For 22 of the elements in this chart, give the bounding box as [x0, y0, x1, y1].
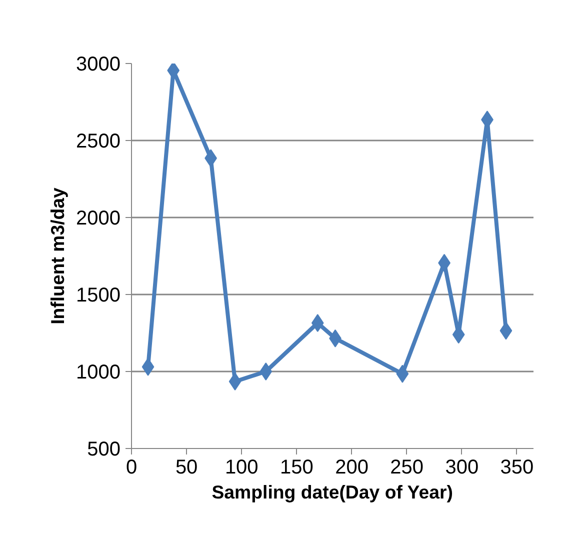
point [142, 358, 154, 376]
x-tick-label: 250 [390, 456, 424, 478]
y-tick-label: 500 [87, 438, 121, 460]
x-tick-label: 0 [126, 456, 138, 478]
x-axis-title: Sampling date(Day of Year) [212, 482, 453, 502]
point [396, 364, 409, 383]
point [260, 362, 272, 380]
y-tick-label: 2500 [76, 130, 121, 152]
x-tick-label: 150 [280, 456, 314, 478]
x-tick-label: 350 [500, 456, 534, 478]
x-tick-label: 100 [224, 456, 258, 478]
point [228, 372, 242, 391]
y-tick-label: 2000 [76, 208, 121, 230]
y-tick-label: 3000 [76, 54, 121, 76]
y-tick-label: 1000 [76, 362, 121, 384]
point [500, 322, 512, 340]
x-tick-label: 300 [445, 456, 479, 478]
point [311, 314, 324, 332]
y-tick-label: 1500 [76, 284, 121, 306]
y-axis-title: Influent m3/day [47, 186, 68, 324]
x-tick-label: 200 [335, 456, 368, 478]
x-tick-label: 50 [175, 456, 198, 478]
